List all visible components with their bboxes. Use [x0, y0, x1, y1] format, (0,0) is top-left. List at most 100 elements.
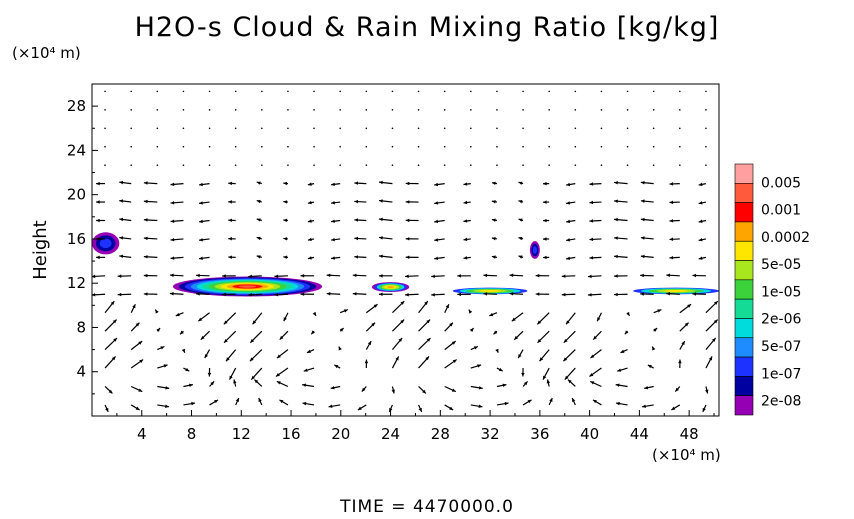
wind-vector-dot: [391, 90, 394, 93]
wind-vector-dot: [234, 145, 237, 148]
wind-vector-head: [620, 349, 625, 353]
wind-vector-dot: [652, 145, 655, 148]
wind-vector-head: [248, 293, 253, 297]
wind-vector-head: [354, 199, 359, 204]
wind-vector-head: [112, 319, 117, 324]
wind-vector-head: [400, 301, 405, 305]
wind-vector-head: [283, 255, 288, 260]
wind-vector-head: [331, 201, 335, 205]
wind-vector-head: [431, 293, 435, 297]
wind-vector-head: [91, 274, 96, 279]
wind-vector-head: [478, 404, 483, 408]
wind-vector-head: [283, 181, 288, 186]
wind-vector-dot: [365, 90, 368, 93]
wind-vector-head: [684, 322, 689, 327]
wind-vector-head: [702, 407, 706, 412]
wind-vector-dot: [261, 164, 263, 166]
wind-vector-head: [449, 406, 454, 411]
wind-vector-head: [405, 274, 409, 279]
wind-vector-dot: [339, 109, 341, 111]
wind-vector-head: [463, 182, 468, 186]
wind-vector-head: [119, 217, 124, 222]
wind-vector-head: [378, 274, 383, 278]
wind-vector-head: [468, 309, 473, 314]
wind-vector-head: [283, 237, 288, 241]
wind-vector-head: [426, 338, 431, 342]
wind-vector-dot: [130, 90, 132, 93]
wind-vector-head: [155, 309, 159, 314]
wind-vector-head: [354, 255, 359, 259]
wind-vector-head: [624, 330, 629, 335]
wind-vector-head: [489, 312, 494, 317]
wind-vector-head: [473, 346, 478, 350]
wind-vector-dot: [652, 164, 655, 166]
wind-vector-dot: [626, 109, 629, 111]
wind-vector-dot: [417, 164, 420, 166]
y-tick-label: 8: [76, 318, 86, 336]
wind-vector-head: [248, 274, 253, 279]
colorbar-label: 5e-05: [761, 257, 801, 273]
wind-vector-head: [713, 319, 718, 324]
wind-vector-head: [143, 218, 148, 222]
cloud-contour: [479, 289, 501, 292]
wind-vector-dot: [470, 145, 472, 148]
wind-vector-head: [457, 292, 461, 297]
x-tick-label: 44: [630, 425, 649, 443]
wind-vector-dot: [574, 164, 577, 166]
wind-vector-dot: [626, 90, 629, 93]
wind-vector-head: [542, 181, 547, 186]
wind-vector-head: [521, 372, 525, 377]
wind-vector-dot: [104, 145, 106, 148]
y-axis-label: Height: [30, 220, 51, 280]
wind-vector-head: [199, 219, 203, 224]
wind-vector-dot: [287, 109, 289, 111]
wind-vector-head: [117, 274, 122, 278]
wind-vector-head: [256, 236, 261, 241]
wind-vector-dot: [391, 164, 394, 166]
wind-vector-head: [207, 372, 212, 377]
wind-vector-head: [254, 379, 259, 384]
wind-vector-head: [614, 254, 618, 259]
colorbar-label: 1e-05: [761, 284, 801, 300]
wind-vector-head: [338, 346, 342, 351]
wind-vector-dot: [443, 109, 446, 111]
wind-vector-dot: [470, 109, 472, 111]
wind-vector-head: [405, 218, 410, 223]
wind-vector-dot: [130, 127, 132, 130]
wind-vector-head: [331, 219, 335, 223]
wind-vector-dot: [313, 90, 315, 93]
wind-vector-head: [561, 292, 566, 297]
wind-vector-head: [378, 292, 383, 297]
wind-vector-head: [302, 383, 307, 387]
wind-vector-dot: [679, 90, 681, 93]
cloud-contour: [532, 246, 538, 254]
wind-vector-head: [542, 255, 547, 260]
wind-vector-head: [113, 338, 117, 342]
wind-vector-dot: [652, 109, 655, 111]
wind-vector-dot: [208, 164, 211, 166]
wind-vector-head: [589, 373, 594, 377]
colorbar-swatch: [734, 395, 754, 416]
x-tick-label: 4: [137, 425, 147, 443]
wind-vector-head: [196, 292, 200, 296]
wind-vector-head: [343, 309, 348, 313]
wind-vector-dot: [705, 164, 707, 166]
wind-vector-head: [589, 237, 594, 242]
wind-vector-head: [250, 338, 255, 343]
wind-vector-head: [300, 274, 305, 278]
wind-vector-head: [189, 383, 193, 388]
wind-vector-head: [463, 256, 468, 260]
wind-vector-head: [199, 182, 203, 187]
wind-vector-head: [589, 256, 594, 260]
wind-vector-dot: [313, 127, 315, 130]
colorbar-swatch: [734, 221, 754, 242]
wind-vector-head: [138, 388, 143, 392]
wind-vector-head: [334, 364, 339, 369]
wind-vector-head: [539, 357, 544, 362]
wind-vector-head: [518, 236, 523, 241]
wind-vector-field: [91, 90, 719, 413]
wind-vector-head: [169, 273, 174, 278]
wind-vector-head: [364, 359, 369, 364]
wind-vector-head: [698, 219, 703, 223]
wind-vector-head: [445, 304, 449, 309]
